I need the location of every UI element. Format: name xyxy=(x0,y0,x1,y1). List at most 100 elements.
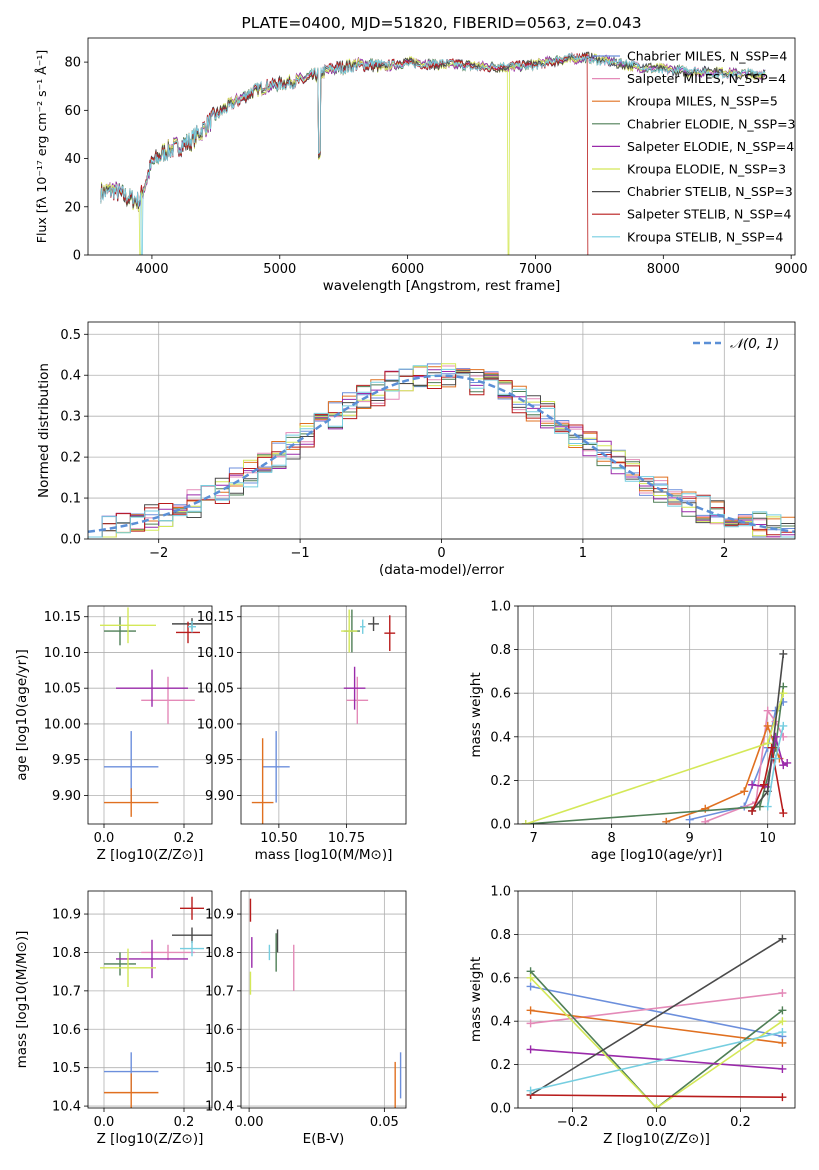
legend-entry: Chabrier MILES, N_SSP=4 xyxy=(627,49,787,64)
y-tick-label: 10.7 xyxy=(52,984,81,999)
plot-area xyxy=(526,934,787,1108)
weight-marker xyxy=(778,1093,787,1102)
axes-1: −2 −1 0 1 2 0.0 0.1 0.2 0.3 0.4 0.5 (data-model)/er… xyxy=(36,321,796,578)
weight-marker xyxy=(778,1064,787,1073)
y-tick-label: 10.8 xyxy=(52,946,81,961)
axes-7: −0.2 0.0 0.2 0.0 0.2 0.4 0.6 0.8 1.0 Z [log10(Z/Z… xyxy=(468,885,796,1147)
y-tick-label: 10.05 xyxy=(197,682,234,697)
weight-marker xyxy=(763,721,772,730)
x-tick-label: 10.75 xyxy=(328,831,365,846)
weight-marker xyxy=(778,988,787,997)
axes-frame xyxy=(517,890,796,1109)
axes-5: 0.0 0.2 10.4 10.5 10.6 10.7 10.8 10.9 Z [log10(Z… xyxy=(14,890,213,1147)
legend-entry: Kroupa MILES, N_SSP=5 xyxy=(627,94,778,109)
weight-marker xyxy=(771,754,780,763)
y-tick-label: 10.15 xyxy=(197,610,234,625)
plot-area xyxy=(251,609,396,824)
axes-3: 10.50 10.75 9.90 9.95 10.00 10.05 10.10 10.15 ma… xyxy=(197,605,407,863)
y-tick-label: 60 xyxy=(64,104,81,119)
legend-entry: Chabrier ELODIE, N_SSP=3 xyxy=(627,116,796,131)
y-tick-label: 0.2 xyxy=(60,451,81,466)
weight-line xyxy=(530,1031,783,1092)
x-tick-label: −2 xyxy=(149,546,168,561)
weight-marker xyxy=(779,721,788,730)
weight-marker xyxy=(701,817,710,824)
weight-marker xyxy=(779,809,788,818)
weight-line xyxy=(530,970,783,1108)
y-tick-label: 0.8 xyxy=(490,928,511,943)
x-tick-label: 7 xyxy=(529,831,537,846)
y-tick-label: 0.2 xyxy=(490,1058,511,1073)
y-tick-label: 40 xyxy=(64,152,81,167)
weight-line xyxy=(530,977,783,1108)
weight-marker xyxy=(778,1006,787,1015)
x-axis-label: Z [log10(Z/Z⊙)] xyxy=(603,1131,710,1147)
weight-marker xyxy=(685,815,694,824)
plot-area xyxy=(100,51,766,255)
weight-marker xyxy=(759,780,768,789)
legend-entry: Kroupa ELODIE, N_SSP=3 xyxy=(627,162,786,177)
histogram-step xyxy=(88,371,795,538)
legend-entry: Kroupa STELIB, N_SSP=4 xyxy=(627,229,783,244)
y-tick-label: 80 xyxy=(64,56,81,71)
weight-marker xyxy=(767,743,776,752)
y-tick-label: 10.9 xyxy=(52,908,81,923)
y-tick-label: 0.8 xyxy=(490,643,511,658)
y-axis-label: Flux [fλ 10⁻¹⁷ erg cm⁻² s⁻¹ Å⁻¹] xyxy=(34,50,49,243)
weight-line xyxy=(530,992,783,1025)
x-axis-label: Z [log10(Z/Z⊙)] xyxy=(97,1131,204,1147)
axes-0: 4000 5000 6000 7000 8000 9000 0 20 40 60 80 wavelen… xyxy=(34,37,808,294)
y-tick-label: 10.10 xyxy=(197,646,234,661)
legend-entry: Salpeter MILES, N_SSP=4 xyxy=(627,71,786,86)
weight-line xyxy=(666,723,781,823)
y-tick-label: 0.6 xyxy=(490,687,511,702)
y-axis-label: age [log10(age/yr)] xyxy=(14,649,30,781)
x-tick-label: 9000 xyxy=(775,262,808,277)
weight-marker xyxy=(526,1045,535,1054)
weight-marker xyxy=(763,739,772,748)
y-tick-label: 10.15 xyxy=(44,610,81,625)
y-tick-label: 10.10 xyxy=(44,646,81,661)
x-tick-label: 4000 xyxy=(135,262,168,277)
weight-marker xyxy=(755,802,764,811)
weight-marker xyxy=(526,973,535,982)
x-tick-label: 2 xyxy=(720,546,728,561)
y-tick-label: 10.5 xyxy=(52,1061,81,1076)
y-tick-label: 10.6 xyxy=(205,1023,234,1038)
y-tick-label: 0.4 xyxy=(490,1015,511,1030)
y-tick-label: 10.5 xyxy=(205,1061,234,1076)
axes-frame xyxy=(87,37,796,256)
x-tick-label: 0.2 xyxy=(730,1115,751,1130)
y-tick-label: 0.5 xyxy=(60,328,81,343)
plot-area xyxy=(88,363,795,538)
y-tick-label: 0.4 xyxy=(60,369,81,384)
x-axis-label: Z [log10(Z/Z⊙)] xyxy=(97,847,204,863)
y-tick-label: 9.95 xyxy=(205,753,234,768)
legend-entry: Salpeter ELODIE, N_SSP=4 xyxy=(627,139,794,154)
weight-marker xyxy=(748,806,757,815)
weight-marker xyxy=(778,1017,787,1026)
y-tick-label: 10.7 xyxy=(205,984,234,999)
y-tick-label: 9.90 xyxy=(52,789,81,804)
axes-6: 0.00 0.05 10.4 10.5 10.6 10.7 10.8 10.9 E(B-V) xyxy=(205,890,407,1147)
histogram-step xyxy=(88,365,795,538)
spectrum-line xyxy=(100,52,766,255)
weight-marker xyxy=(748,780,757,789)
plot-area xyxy=(521,649,792,824)
weight-marker xyxy=(521,820,530,824)
weight-marker xyxy=(526,982,535,991)
weight-marker xyxy=(771,732,780,741)
weight-marker xyxy=(779,649,788,658)
weight-line xyxy=(530,1094,783,1098)
plot-area xyxy=(249,898,402,1108)
y-tick-label: 10.00 xyxy=(197,717,234,732)
weight-line xyxy=(525,686,785,824)
x-tick-label: 7000 xyxy=(519,262,552,277)
y-tick-label: 0.2 xyxy=(490,774,511,789)
plot-area xyxy=(100,896,212,1108)
x-tick-label: −0.2 xyxy=(557,1115,589,1130)
y-tick-label: 10.4 xyxy=(205,1100,234,1115)
y-tick-label: 20 xyxy=(64,200,81,215)
x-tick-label: 0.2 xyxy=(174,831,195,846)
